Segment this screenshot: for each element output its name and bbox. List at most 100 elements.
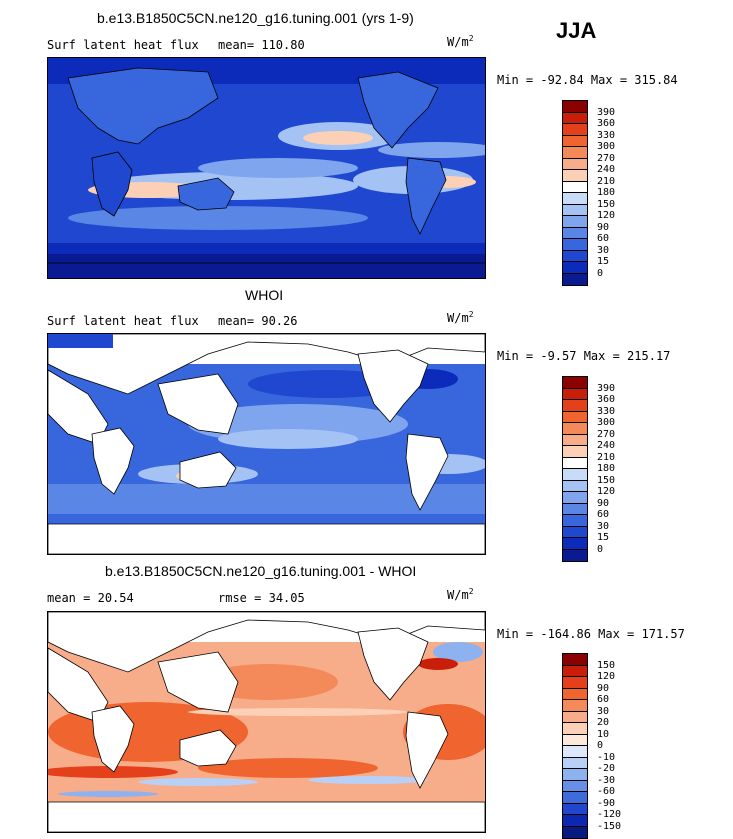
colorbar-label: 240 bbox=[597, 164, 616, 175]
colorbar-swatch bbox=[563, 492, 587, 504]
panel1-map bbox=[47, 57, 486, 279]
panel3-rmse: rmse = 34.05 bbox=[218, 591, 305, 605]
panel1-variable: Surf latent heat flux bbox=[47, 38, 199, 52]
colorbar-label: 30 bbox=[597, 705, 610, 717]
panel3-mean-label: mean = bbox=[47, 591, 91, 605]
season-label: JJA bbox=[556, 18, 597, 43]
colorbar-swatch bbox=[563, 135, 587, 147]
colorbar-swatch bbox=[563, 193, 587, 205]
colorbar-swatch bbox=[563, 377, 587, 389]
colorbar-swatch bbox=[563, 746, 587, 758]
panel2-colorbar bbox=[562, 376, 588, 562]
panel3-title: b.e13.B1850C5CN.ne120_g16.tuning.001 - W… bbox=[105, 563, 417, 579]
colorbar-label: -90 bbox=[597, 797, 616, 809]
panel2-map-svg bbox=[48, 334, 485, 554]
panel3-rmse-label: rmse = bbox=[218, 591, 262, 605]
colorbar-swatch bbox=[563, 239, 587, 251]
panel1-units: W/m2 bbox=[447, 34, 474, 49]
colorbar-label: 15 bbox=[597, 532, 610, 543]
colorbar-swatch bbox=[563, 158, 587, 170]
colorbar-label: 390 bbox=[597, 382, 616, 394]
colorbar-swatch bbox=[563, 101, 587, 113]
colorbar-swatch bbox=[563, 503, 587, 515]
colorbar-label: 150 bbox=[597, 474, 616, 486]
colorbar-swatch bbox=[563, 665, 587, 677]
colorbar-swatch bbox=[563, 549, 587, 561]
colorbar-label: 20 bbox=[597, 717, 610, 728]
colorbar-label: 360 bbox=[597, 394, 616, 405]
colorbar-label: 300 bbox=[597, 417, 616, 428]
colorbar-label: 60 bbox=[597, 509, 610, 520]
colorbar-label: 60 bbox=[597, 233, 610, 244]
colorbar-label: 120 bbox=[597, 671, 616, 682]
colorbar-swatch bbox=[563, 434, 587, 446]
colorbar-label: -150 bbox=[597, 820, 622, 832]
colorbar-label: 300 bbox=[597, 141, 616, 152]
panel3-minmax: Min = -164.86 Max = 171.57 bbox=[497, 627, 685, 641]
colorbar-label: 180 bbox=[597, 187, 616, 198]
colorbar-swatch bbox=[563, 457, 587, 469]
colorbar-swatch bbox=[563, 147, 587, 159]
colorbar-swatch bbox=[563, 181, 587, 193]
colorbar-swatch bbox=[563, 757, 587, 769]
colorbar-swatch bbox=[563, 654, 587, 666]
colorbar-swatch bbox=[563, 227, 587, 239]
colorbar-label: 0 bbox=[597, 543, 604, 555]
colorbar-label: 15 bbox=[597, 256, 610, 267]
colorbar-label: 0 bbox=[597, 267, 604, 279]
colorbar-swatch bbox=[563, 769, 587, 781]
colorbar-label: 120 bbox=[597, 486, 616, 497]
colorbar-label: -20 bbox=[597, 763, 616, 774]
colorbar-label: 120 bbox=[597, 210, 616, 221]
colorbar-label: 30 bbox=[597, 244, 610, 256]
panel1-minmax: Min = -92.84 Max = 315.84 bbox=[497, 73, 678, 87]
colorbar-swatch bbox=[563, 204, 587, 216]
colorbar-label: 330 bbox=[597, 129, 616, 141]
colorbar-label: 270 bbox=[597, 428, 616, 440]
panel1-mean-label: mean= bbox=[218, 38, 255, 52]
colorbar-swatch bbox=[563, 723, 587, 735]
panel1-title: b.e13.B1850C5CN.ne120_g16.tuning.001 (yr… bbox=[97, 10, 414, 26]
colorbar-label: 180 bbox=[597, 463, 616, 474]
colorbar-label: 150 bbox=[597, 659, 616, 671]
colorbar-swatch bbox=[563, 273, 587, 285]
colorbar-swatch bbox=[563, 815, 587, 827]
panel2-map bbox=[47, 333, 486, 555]
panel1-mean-value: 110.80 bbox=[261, 38, 305, 52]
panel2-units: W/m2 bbox=[447, 310, 474, 325]
colorbar-label: -60 bbox=[597, 786, 616, 797]
panel2-minmax: Min = -9.57 Max = 215.17 bbox=[497, 349, 671, 363]
colorbar-swatch bbox=[563, 411, 587, 423]
colorbar-swatch bbox=[563, 469, 587, 481]
colorbar-label: -10 bbox=[597, 751, 616, 763]
panel3-units: W/m2 bbox=[447, 587, 474, 602]
colorbar-label: 60 bbox=[597, 694, 610, 705]
panel2-variable: Surf latent heat flux bbox=[47, 314, 199, 328]
colorbar-label: -30 bbox=[597, 774, 616, 786]
colorbar-swatch bbox=[563, 688, 587, 700]
colorbar-swatch bbox=[563, 734, 587, 746]
colorbar-swatch bbox=[563, 112, 587, 124]
colorbar-swatch bbox=[563, 170, 587, 182]
colorbar-label: 90 bbox=[597, 682, 610, 694]
colorbar-swatch bbox=[563, 792, 587, 804]
colorbar-label: 330 bbox=[597, 405, 616, 417]
colorbar-label: 90 bbox=[597, 221, 610, 233]
colorbar-swatch bbox=[563, 250, 587, 262]
panel2-mean-value: 90.26 bbox=[261, 314, 298, 328]
panel1-mean: mean= 110.80 bbox=[218, 38, 305, 52]
colorbar-swatch bbox=[563, 446, 587, 458]
colorbar-label: -120 bbox=[597, 809, 622, 820]
colorbar-swatch bbox=[563, 780, 587, 792]
colorbar-swatch bbox=[563, 400, 587, 412]
colorbar-swatch bbox=[563, 826, 587, 838]
panel1-map-svg bbox=[48, 58, 485, 278]
colorbar-swatch bbox=[563, 480, 587, 492]
colorbar-label: 270 bbox=[597, 152, 616, 164]
colorbar-label: 210 bbox=[597, 451, 616, 463]
panel3-rmse-value: 34.05 bbox=[268, 591, 305, 605]
panel2-mean-label: mean= bbox=[218, 314, 255, 328]
colorbar-label: 360 bbox=[597, 118, 616, 129]
panel1-colorbar bbox=[562, 100, 588, 286]
colorbar-swatch bbox=[563, 388, 587, 400]
